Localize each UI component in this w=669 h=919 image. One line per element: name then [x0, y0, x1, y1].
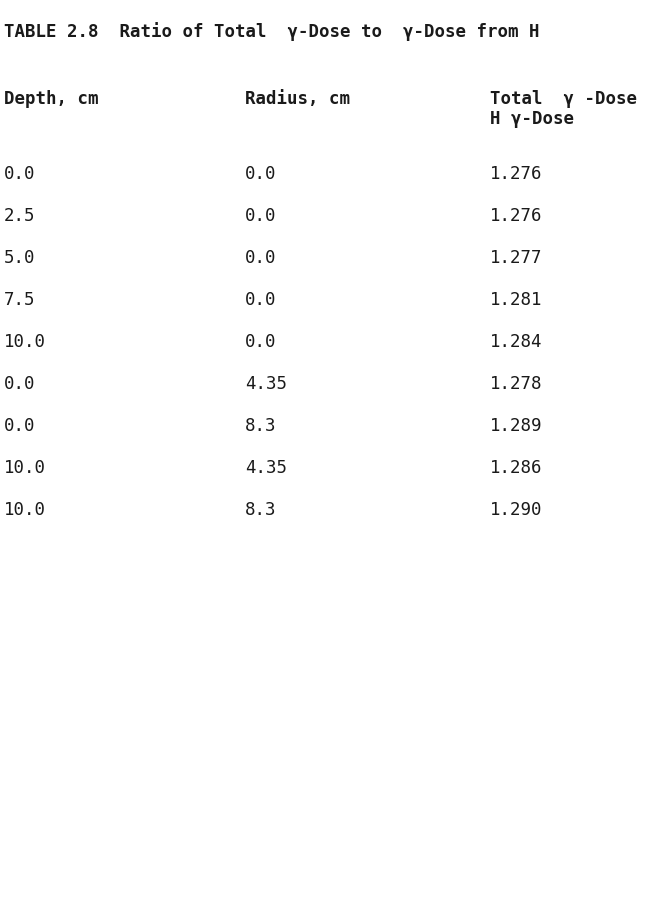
Text: 10.0: 10.0 — [4, 333, 46, 351]
Text: 8.3: 8.3 — [245, 501, 276, 519]
Text: Depth, cm: Depth, cm — [4, 90, 98, 108]
Text: H γ-Dose: H γ-Dose — [490, 110, 574, 128]
Text: 1.276: 1.276 — [490, 165, 543, 183]
Text: 4.35: 4.35 — [245, 459, 287, 477]
Text: 1.284: 1.284 — [490, 333, 543, 351]
Text: 1.277: 1.277 — [490, 249, 543, 267]
Text: 0.0: 0.0 — [245, 333, 276, 351]
Text: TABLE 2.8  Ratio of Total  γ-Dose to  γ-Dose from H: TABLE 2.8 Ratio of Total γ-Dose to γ-Dos… — [4, 22, 539, 41]
Text: 0.0: 0.0 — [4, 417, 35, 435]
Text: 10.0: 10.0 — [4, 501, 46, 519]
Text: 2.5: 2.5 — [4, 207, 35, 225]
Text: 1.278: 1.278 — [490, 375, 543, 393]
Text: 1.290: 1.290 — [490, 501, 543, 519]
Text: 1.281: 1.281 — [490, 291, 543, 309]
Text: 0.0: 0.0 — [4, 375, 35, 393]
Text: 1.289: 1.289 — [490, 417, 543, 435]
Text: 5.0: 5.0 — [4, 249, 35, 267]
Text: Total  γ -Dose: Total γ -Dose — [490, 90, 637, 108]
Text: 7.5: 7.5 — [4, 291, 35, 309]
Text: Radius, cm: Radius, cm — [245, 90, 350, 108]
Text: 4.35: 4.35 — [245, 375, 287, 393]
Text: 1.286: 1.286 — [490, 459, 543, 477]
Text: 0.0: 0.0 — [4, 165, 35, 183]
Text: 10.0: 10.0 — [4, 459, 46, 477]
Text: 8.3: 8.3 — [245, 417, 276, 435]
Text: 0.0: 0.0 — [245, 207, 276, 225]
Text: 0.0: 0.0 — [245, 165, 276, 183]
Text: 1.276: 1.276 — [490, 207, 543, 225]
Text: 0.0: 0.0 — [245, 291, 276, 309]
Text: 0.0: 0.0 — [245, 249, 276, 267]
